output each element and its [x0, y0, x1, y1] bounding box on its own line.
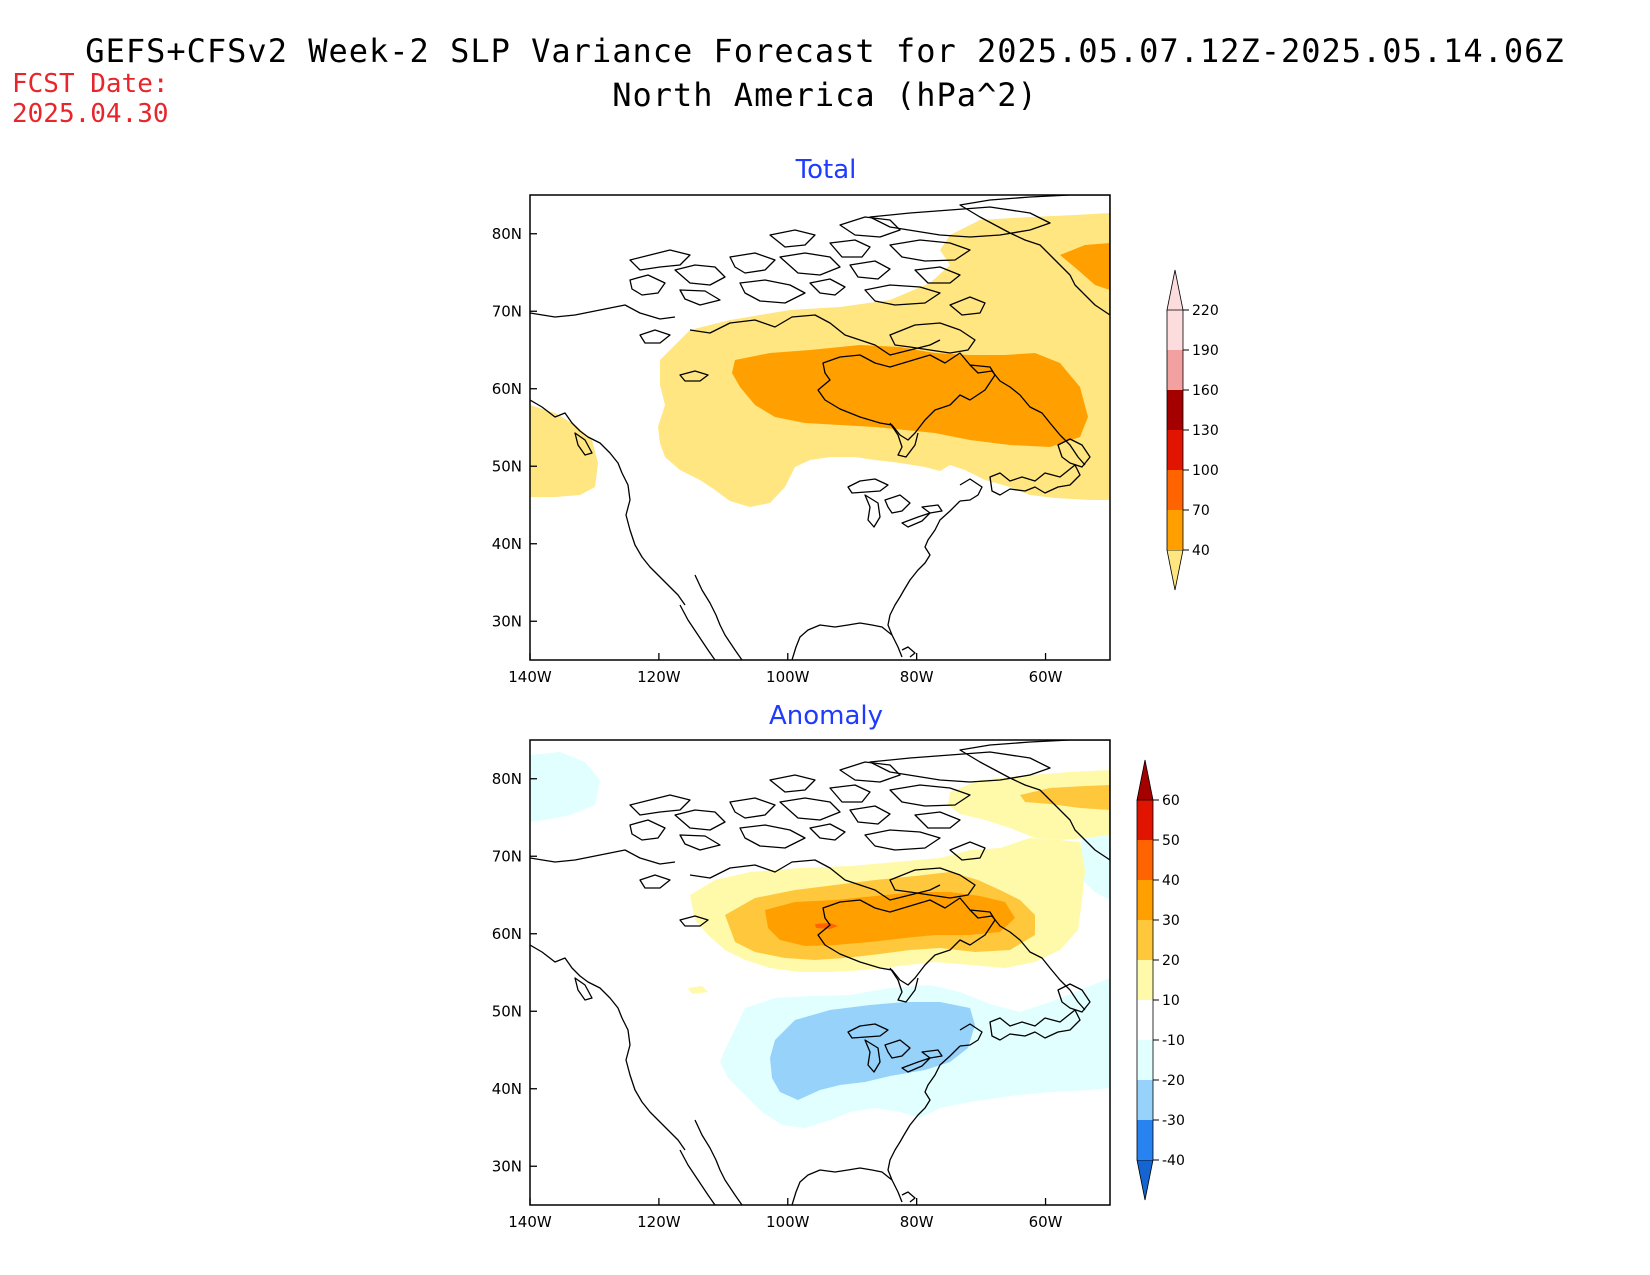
lat-tick-label: 60N [492, 380, 522, 398]
panel-title-anomaly: Anomaly [769, 701, 883, 731]
lon-tick-label: 60W [1029, 668, 1063, 686]
colorbar-segment [1167, 350, 1183, 390]
colorbar-label: 40 [1192, 543, 1210, 559]
contour-70-100-ne [1060, 243, 1110, 290]
contour-70-100 [732, 345, 1088, 447]
contour-30-40 [765, 892, 1015, 946]
map-panel-total: 80N 70N 60N 50N 40N 30N 140W 120W 100W 80W 60W [492, 194, 1111, 686]
lon-tick-label: 140W [508, 668, 552, 686]
page-title: GEFS+CFSv2 Week-2 SLP Variance Forecast … [85, 32, 1564, 70]
lon-tick-label: 100W [766, 1213, 810, 1231]
colorbar-label: 160 [1192, 383, 1219, 399]
fcst-date-label: FCST Date: [12, 69, 169, 99]
colorbar-segment [1167, 510, 1183, 550]
colorbar-segment [1137, 800, 1153, 840]
colorbar-segment [1137, 1080, 1153, 1120]
lat-tick-label: 50N [492, 1002, 522, 1020]
colorbar-label: 30 [1162, 913, 1180, 929]
map-panel-anomaly: 80N 70N 60N 50N 40N 30N 140W 120W 100W 80W 60W [492, 739, 1111, 1231]
colorbar-label: 10 [1162, 993, 1180, 1009]
colorbar-segment [1137, 880, 1153, 920]
lat-tick-label: 40N [492, 1080, 522, 1098]
contour-neg10-neg20-arctic [530, 752, 600, 822]
lon-tick-label: 120W [637, 1213, 681, 1231]
colorbar-label: 40 [1162, 873, 1180, 889]
lat-tick-label: 80N [492, 225, 522, 243]
fcst-date-value: 2025.04.30 [12, 99, 169, 129]
lon-tick-label: 120W [637, 668, 681, 686]
page-subtitle: North America (hPa^2) [612, 76, 1038, 114]
colorbar-segment [1137, 960, 1153, 1000]
colorbar-label: 190 [1192, 343, 1219, 359]
lon-tick-label: 60W [1029, 1213, 1063, 1231]
lon-tick-label: 80W [900, 668, 934, 686]
colorbar-segment [1137, 920, 1153, 960]
contour-neg20-neg30 [770, 1002, 975, 1100]
colorbar-segment [1167, 310, 1183, 350]
colorbar-segment [1137, 840, 1153, 880]
panel-title-total: Total [795, 155, 857, 185]
colorbar-label: -40 [1162, 1153, 1185, 1169]
colorbar-anomaly: -40 -30 -20 -10 10 20 30 40 50 60 [1136, 759, 1185, 1201]
colorbar-label: -30 [1162, 1113, 1185, 1129]
colorbar-label: 50 [1162, 833, 1180, 849]
colorbar-label: 20 [1162, 953, 1180, 969]
lon-tick-label: 140W [508, 1213, 552, 1231]
colorbar-low-triangle [1166, 549, 1184, 591]
colorbar-segment [1167, 390, 1183, 430]
contour-20-30-ne [1020, 785, 1110, 810]
colorbar-segment [1137, 1000, 1153, 1040]
colorbar-label: -10 [1162, 1033, 1185, 1049]
contour-40-50 [815, 923, 838, 929]
lat-tick-label: 50N [492, 457, 522, 475]
lat-tick-label: 60N [492, 925, 522, 943]
colorbar-low-triangle [1136, 1159, 1154, 1201]
lat-tick-label: 80N [492, 770, 522, 788]
colorbar-total: 40 70 100 130 160 190 220 [1166, 269, 1219, 591]
contour-40-70-west [530, 405, 598, 497]
colorbar-high-triangle [1136, 759, 1154, 801]
colorbar-label: 100 [1192, 463, 1219, 479]
colorbar-high-triangle [1166, 269, 1184, 311]
lat-tick-label: 30N [492, 1157, 522, 1175]
contour-10-20-spot [688, 986, 708, 994]
colorbar-segment [1167, 470, 1183, 510]
lat-tick-label: 40N [492, 535, 522, 553]
lat-tick-label: 70N [492, 847, 522, 865]
colorbar-label: -20 [1162, 1073, 1185, 1089]
colorbar-label: 220 [1192, 303, 1219, 319]
colorbar-segment [1137, 1040, 1153, 1080]
colorbar-segment [1137, 1120, 1153, 1160]
colorbar-label: 70 [1192, 503, 1210, 519]
colorbar-label: 60 [1162, 793, 1180, 809]
lon-tick-label: 100W [766, 668, 810, 686]
lat-tick-label: 70N [492, 302, 522, 320]
colorbar-segment [1167, 430, 1183, 470]
lon-tick-label: 80W [900, 1213, 934, 1231]
colorbar-label: 130 [1192, 423, 1219, 439]
lat-tick-label: 30N [492, 612, 522, 630]
